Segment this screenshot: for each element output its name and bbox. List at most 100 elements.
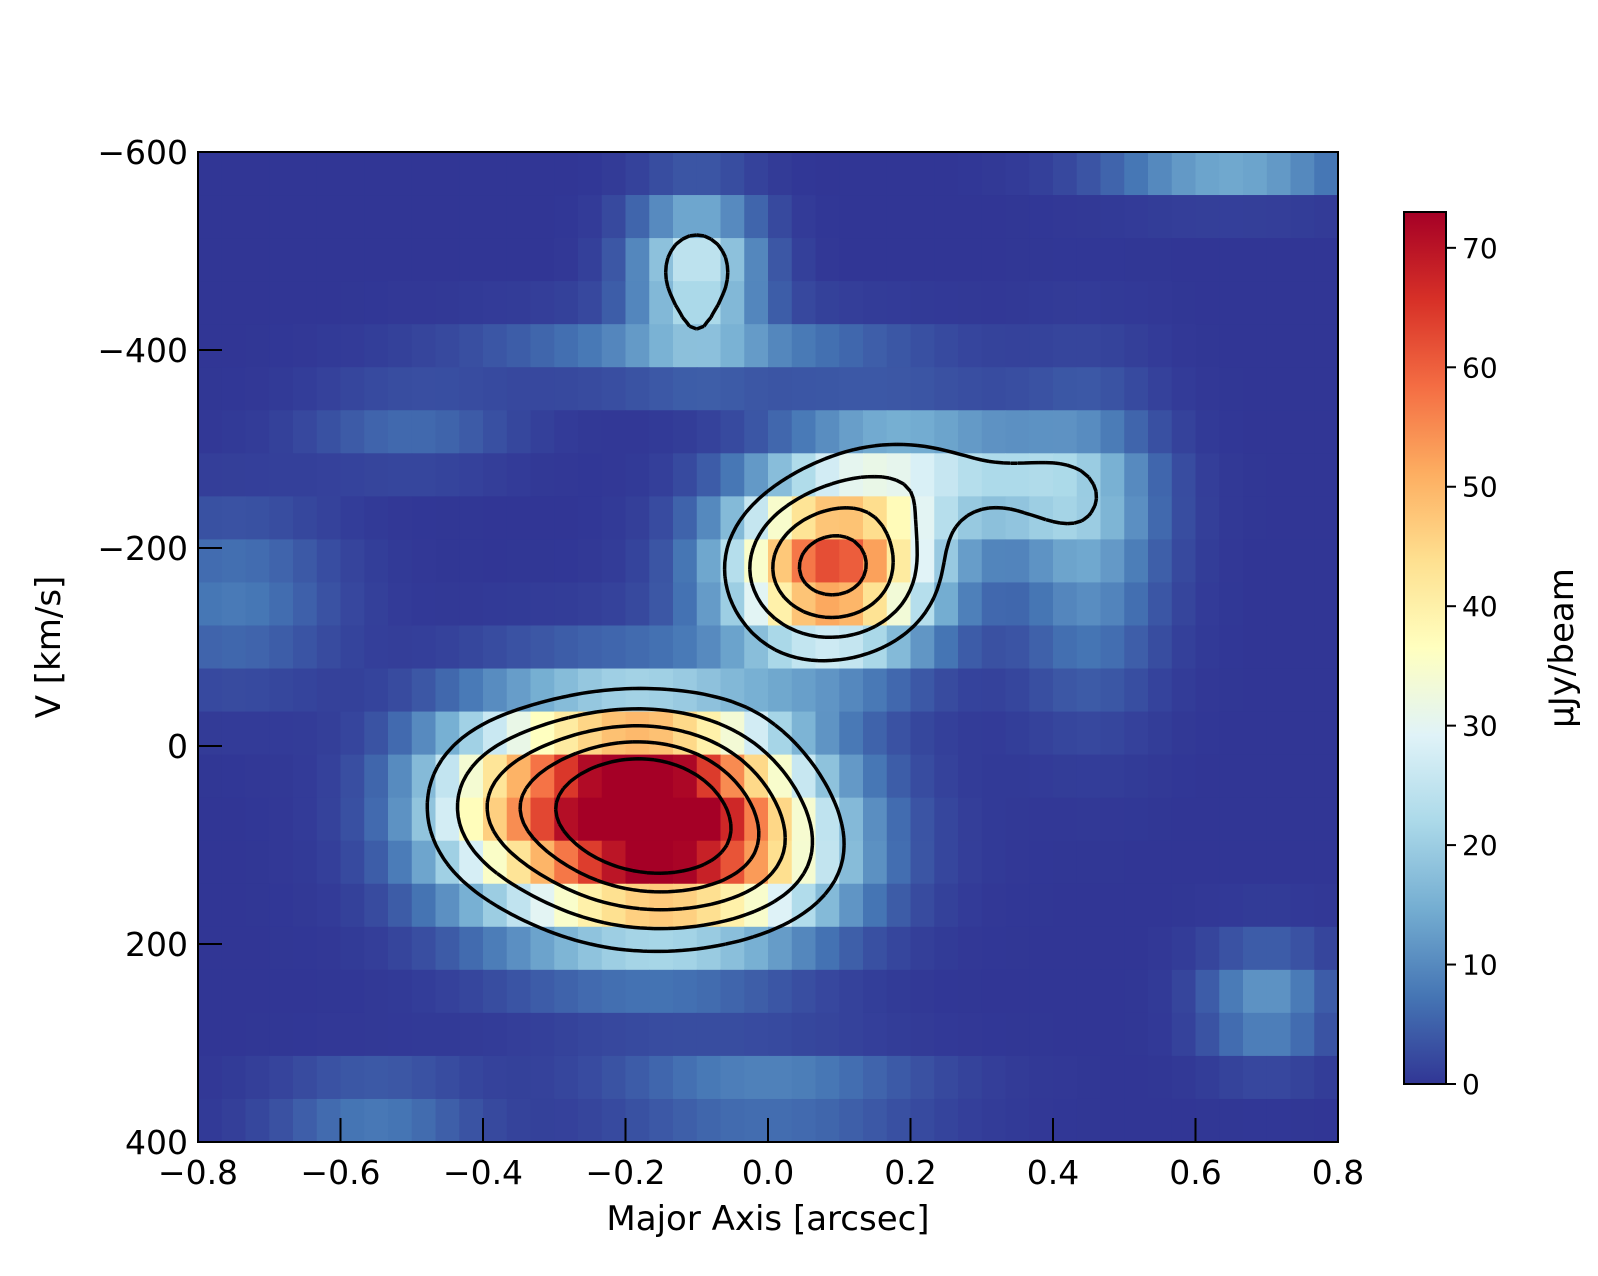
- heatmap-cell: [744, 367, 769, 411]
- heatmap-cell: [411, 582, 437, 627]
- heatmap-cell: [245, 1098, 270, 1142]
- heatmap-cell: [245, 926, 270, 971]
- heatmap-cell: [1243, 367, 1268, 411]
- heatmap-cell: [744, 238, 769, 282]
- heatmap-cell: [530, 367, 555, 411]
- heatmap-cell: [1005, 1055, 1030, 1100]
- heatmap-cell: [1195, 238, 1220, 282]
- heatmap-cell: [1076, 1055, 1102, 1100]
- heatmap-cell: [791, 367, 817, 411]
- heatmap-cell: [696, 797, 722, 842]
- heatmap-cell: [886, 883, 912, 928]
- heatmap-cell: [886, 324, 912, 368]
- heatmap-cell: [791, 324, 817, 368]
- heatmap-cell: [958, 367, 983, 411]
- heatmap-cell: [815, 668, 840, 713]
- heatmap-cell: [1290, 1098, 1315, 1142]
- heatmap-cell: [1100, 668, 1125, 713]
- heatmap-cell: [625, 496, 650, 540]
- heatmap-cell: [720, 152, 745, 196]
- heatmap-cell: [1290, 926, 1315, 971]
- heatmap-cell: [198, 453, 223, 497]
- heatmap-cell: [649, 969, 674, 1014]
- heatmap-cell: [649, 926, 674, 971]
- heatmap-cell: [1076, 281, 1102, 325]
- heatmap-cell: [198, 324, 223, 368]
- heatmap-cell: [293, 926, 318, 971]
- heatmap-cell: [673, 797, 698, 842]
- heatmap-cell: [316, 324, 342, 368]
- heatmap-cell: [1219, 883, 1244, 928]
- heatmap-cell: [649, 625, 674, 670]
- heatmap-cell: [981, 410, 1007, 454]
- heatmap-cell: [554, 281, 579, 325]
- heatmap-cell: [198, 711, 223, 756]
- heatmap-cell: [459, 1012, 484, 1057]
- heatmap-cell: [1266, 195, 1292, 239]
- heatmap-cell: [269, 883, 294, 928]
- heatmap-cell: [791, 1098, 817, 1142]
- heatmap-cell: [1124, 324, 1149, 368]
- heatmap-cell: [198, 582, 223, 627]
- colorbar-tick-label: 20: [1462, 829, 1498, 862]
- heatmap-cell: [411, 367, 437, 411]
- heatmap-cell: [673, 152, 698, 196]
- heatmap-cell: [316, 496, 342, 540]
- heatmap-cell: [293, 582, 318, 627]
- heatmap-cell: [1171, 496, 1197, 540]
- heatmap-cell: [364, 969, 389, 1014]
- heatmap-cell: [625, 281, 650, 325]
- heatmap-cell: [981, 367, 1007, 411]
- heatmap-cell: [1148, 797, 1173, 842]
- heatmap-cell: [388, 539, 413, 584]
- heatmap-cell: [934, 883, 959, 928]
- heatmap-cell: [720, 238, 745, 282]
- heatmap-cell: [981, 1098, 1007, 1142]
- heatmap-cell: [198, 152, 223, 196]
- heatmap-cell: [1195, 840, 1220, 885]
- heatmap-cell: [1290, 668, 1315, 713]
- heatmap-cell: [293, 883, 318, 928]
- heatmap-cell: [1195, 195, 1220, 239]
- heatmap-cell: [1314, 1055, 1338, 1100]
- heatmap-cell: [1029, 281, 1054, 325]
- heatmap-cell: [1100, 281, 1125, 325]
- heatmap-cell: [293, 496, 318, 540]
- heatmap-cell: [886, 410, 912, 454]
- heatmap-cell: [720, 410, 745, 454]
- heatmap-cell: [1005, 324, 1030, 368]
- heatmap-cell: [1053, 152, 1078, 196]
- heatmap-cell: [1171, 152, 1197, 196]
- heatmap-cell: [886, 926, 912, 971]
- heatmap-cell: [269, 453, 294, 497]
- heatmap-cell: [1314, 754, 1338, 799]
- heatmap-cell: [1219, 582, 1244, 627]
- heatmap-cell: [1005, 969, 1030, 1014]
- heatmap-cell: [340, 281, 365, 325]
- heatmap-cell: [578, 1012, 603, 1057]
- x-tick-label: −0.6: [300, 1153, 380, 1192]
- heatmap-cell: [316, 969, 342, 1014]
- heatmap-cell: [340, 840, 365, 885]
- heatmap-cell: [768, 711, 793, 756]
- heatmap-cell: [316, 152, 342, 196]
- heatmap-cell: [388, 367, 413, 411]
- heatmap-cell: [198, 496, 223, 540]
- heatmap-cell: [340, 582, 365, 627]
- heatmap-cell: [459, 1098, 484, 1142]
- heatmap-cell: [1243, 410, 1268, 454]
- heatmap-cell: [981, 754, 1007, 799]
- heatmap-cell: [340, 367, 365, 411]
- heatmap-cell: [649, 496, 674, 540]
- heatmap-cell: [459, 496, 484, 540]
- heatmap-cell: [221, 1098, 247, 1142]
- heatmap-cell: [1053, 324, 1078, 368]
- heatmap-cell: [886, 281, 912, 325]
- heatmap-cell: [198, 926, 223, 971]
- heatmap-cell: [1314, 453, 1338, 497]
- heatmap-cell: [293, 410, 318, 454]
- heatmap-cell: [1029, 625, 1054, 670]
- heatmap-cell: [554, 496, 579, 540]
- heatmap-cell: [293, 324, 318, 368]
- x-tick-label: 0.2: [884, 1153, 936, 1192]
